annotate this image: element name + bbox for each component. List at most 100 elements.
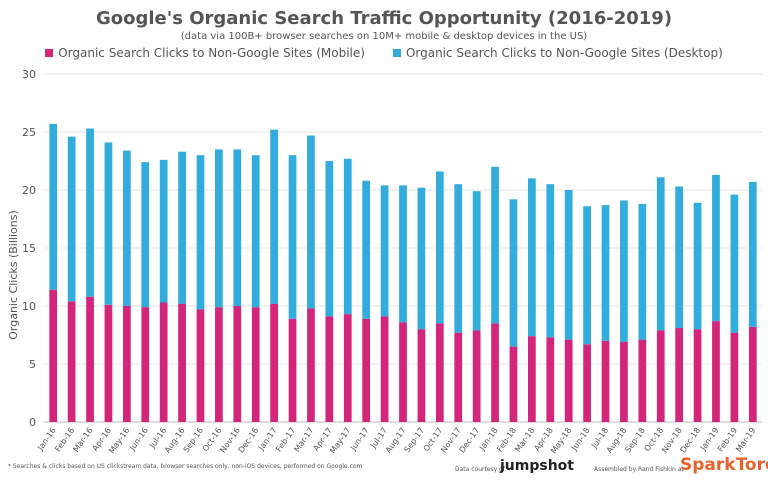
bar-desktop [417, 187, 426, 330]
bar-mobile [546, 337, 555, 422]
bar-desktop [546, 184, 555, 338]
bar-mobile [196, 309, 205, 422]
bar-mobile [712, 321, 720, 422]
bar-mobile [435, 323, 444, 422]
bar-desktop [454, 184, 463, 333]
bar-mobile [454, 332, 463, 422]
bar-desktop [583, 206, 591, 345]
bar-mobile [491, 323, 499, 422]
bar-desktop [472, 191, 481, 331]
chart-subtitle: (data via 100B+ browser searches on 10M+… [180, 31, 588, 42]
bar-desktop [509, 199, 518, 347]
bar-desktop [528, 178, 536, 337]
bar-mobile [251, 307, 260, 422]
chart-title: Google's Organic Search Traffic Opportun… [95, 8, 673, 29]
bar-desktop [435, 171, 444, 324]
bar-desktop [159, 159, 168, 303]
bar-mobile [288, 318, 297, 422]
bar-mobile [528, 336, 536, 422]
bar-mobile [399, 322, 407, 422]
y-tick-label: 30 [22, 68, 36, 81]
bar-mobile [178, 303, 186, 422]
bar-desktop [712, 174, 720, 322]
bars [49, 123, 757, 422]
bar-desktop [215, 149, 223, 308]
x-tick-label: Jun-16 [127, 426, 150, 453]
bar-desktop [67, 136, 76, 302]
bar-mobile [343, 314, 352, 422]
bar-mobile [417, 329, 426, 422]
bar-mobile [49, 289, 58, 422]
bar-desktop [196, 155, 205, 310]
bar-mobile [86, 296, 94, 422]
x-axis-ticks: Jan-16Feb-16Mar-16Apr-16May-16Jun-16Jul-… [35, 426, 757, 455]
bar-desktop [693, 202, 702, 330]
footnote: * Searches & clicks based on US clickstr… [8, 463, 363, 470]
bar-desktop [730, 194, 739, 333]
bar-desktop [601, 205, 610, 341]
bar-mobile [215, 307, 223, 422]
bar-desktop [491, 166, 499, 324]
bar-desktop [620, 200, 628, 342]
bar-desktop [656, 177, 665, 331]
bar-mobile [601, 340, 610, 422]
bar-desktop [343, 158, 352, 315]
bar-mobile [122, 306, 131, 422]
bar-mobile [380, 316, 389, 422]
bar-desktop [638, 203, 647, 340]
legend-label-desktop: Organic Search Clicks to Non-Google Site… [405, 46, 723, 60]
legend-label-mobile: Organic Search Clicks to Non-Google Site… [58, 46, 365, 60]
assembled-by-text: Assembled by Rand Fishkin at [594, 466, 684, 473]
y-tick-label: 15 [22, 242, 36, 255]
bar-desktop [325, 161, 334, 317]
bar-mobile [362, 318, 371, 422]
y-tick-label: 10 [22, 300, 36, 313]
bar-mobile [233, 306, 242, 422]
bar-desktop [178, 151, 186, 304]
sparktoro-logo: SparkToro [680, 455, 768, 475]
y-tick-label: 5 [29, 358, 36, 371]
bar-mobile [693, 329, 702, 422]
bar-mobile [159, 302, 168, 422]
legend-swatch-desktop [392, 49, 401, 57]
bar-mobile [748, 326, 757, 422]
bar-desktop [564, 190, 573, 340]
y-tick-label: 25 [22, 126, 36, 139]
bar-mobile [675, 328, 684, 422]
jumpshot-logo: jumpshot [500, 458, 574, 474]
bar-mobile [656, 330, 665, 422]
bar-desktop [86, 128, 94, 297]
bar-desktop [233, 149, 242, 306]
bar-desktop [675, 186, 684, 329]
y-axis-label: Organic Clicks (Billions) [7, 210, 20, 340]
legend-swatch-mobile [45, 49, 54, 57]
bar-mobile [270, 303, 278, 422]
legend: Organic Search Clicks to Non-Google Site… [0, 46, 768, 60]
bar-desktop [362, 180, 371, 319]
bar-mobile [509, 346, 518, 422]
bar-desktop [49, 123, 58, 290]
legend-item-mobile: Organic Search Clicks to Non-Google Site… [45, 46, 365, 60]
bar-mobile [620, 341, 628, 422]
bar-desktop [251, 155, 260, 308]
bar-mobile [564, 339, 573, 422]
bar-desktop [748, 181, 757, 327]
y-tick-label: 0 [29, 416, 36, 429]
bar-mobile [583, 344, 591, 422]
x-tick-label: Mar-18 [513, 426, 536, 454]
bar-mobile [730, 332, 739, 422]
bar-desktop [122, 150, 131, 306]
bar-mobile [638, 339, 647, 422]
bar-desktop [141, 162, 150, 308]
bar-desktop [104, 142, 113, 305]
bar-mobile [472, 330, 481, 422]
bar-mobile [141, 307, 150, 422]
bar-desktop [399, 185, 407, 323]
x-tick-label: Mar-17 [292, 426, 315, 454]
bar-desktop [270, 129, 278, 304]
x-tick-label: Mar-19 [734, 426, 757, 454]
legend-item-desktop: Organic Search Clicks to Non-Google Site… [392, 46, 723, 60]
bar-mobile [67, 301, 76, 422]
bar-mobile [104, 304, 113, 422]
